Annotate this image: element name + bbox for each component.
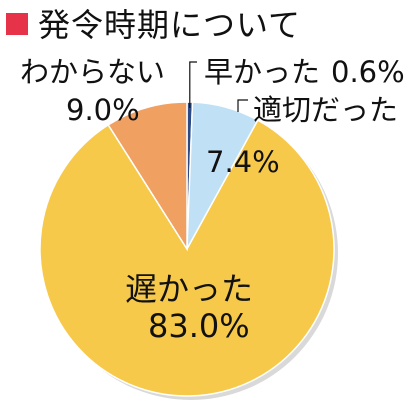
title-marker-icon — [6, 13, 28, 35]
value-osokatta: 83.0% — [148, 307, 250, 345]
pie-slice-2 — [39, 119, 335, 397]
value-wakaranai: 9.0% — [66, 93, 140, 127]
chart-title-row: 発令時期について — [6, 0, 301, 46]
leader-line-tekisetsu — [237, 99, 248, 112]
pie-slices — [39, 101, 335, 397]
value-tekisetsu: 7.4% — [206, 145, 280, 179]
leader-lines — [189, 61, 248, 112]
label-hayakatta: 早かった — [204, 55, 320, 89]
chart-title: 発令時期について — [38, 6, 302, 44]
label-wakaranai: わからない — [20, 55, 165, 89]
leader-line-hayakatta — [189, 61, 197, 108]
label-tekisetsu: 適切だった — [253, 93, 398, 127]
value-hayakatta: 0.6% — [331, 55, 405, 89]
label-osokatta: 遅かった — [125, 270, 253, 308]
pie-slice-3 — [107, 101, 188, 252]
